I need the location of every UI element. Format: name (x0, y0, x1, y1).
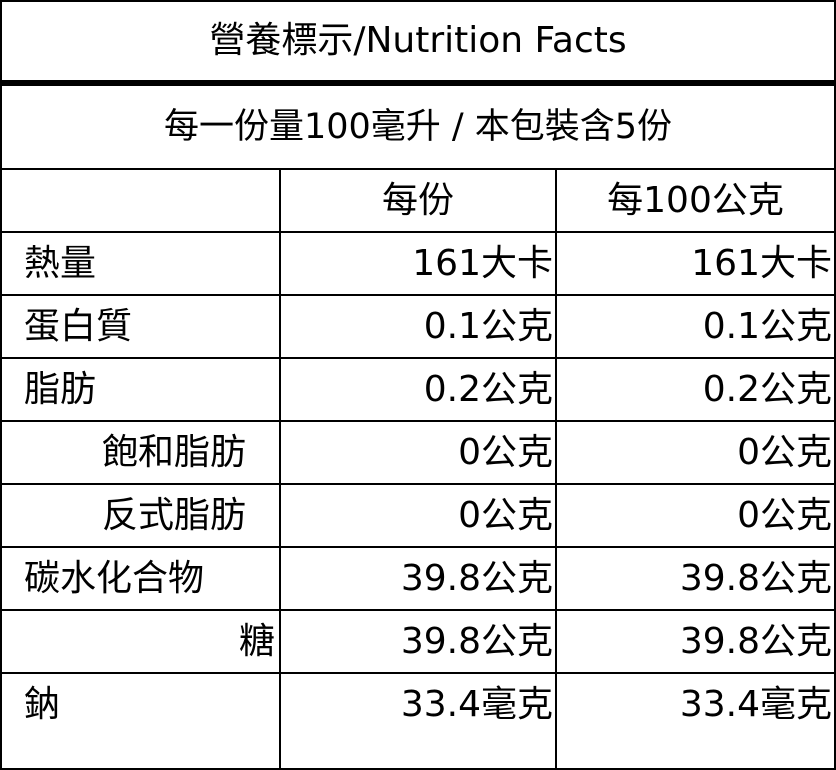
nutrient-value-per-serving: 39.8公克 (400, 620, 553, 662)
nutrient-value-per-100: 0.1公克 (702, 305, 832, 347)
nutrient-value-per-100: 39.8公克 (679, 557, 832, 599)
title-divider (2, 80, 834, 86)
nutrient-value-per-serving: 161大卡 (412, 242, 553, 284)
serving-divider (2, 168, 834, 170)
nutrient-value-per-serving: 0公克 (458, 431, 553, 473)
row-divider (2, 672, 834, 674)
nutrient-name-carbohydrate: 碳水化合物 (24, 557, 205, 599)
nutrient-value-per-serving: 0.1公克 (423, 305, 553, 347)
nutrient-name-sugar: 糖 (238, 620, 275, 662)
row-divider (2, 231, 834, 233)
serving-info: 每一份量100毫升 / 本包裝含5份 (163, 106, 673, 147)
nutrient-value-per-serving: 0.2公克 (423, 368, 553, 410)
row-divider (2, 546, 834, 548)
row-divider (2, 357, 834, 359)
column-divider-1 (279, 168, 281, 770)
row-divider (2, 294, 834, 296)
column-header-name (2, 170, 279, 231)
column-header-per-100: 每100公克 (607, 179, 784, 221)
row-divider (2, 609, 834, 611)
nutrient-value-per-100: 0公克 (737, 494, 832, 536)
nutrient-value-per-100: 39.8公克 (679, 620, 832, 662)
column-header-per-serving: 每份 (381, 179, 454, 221)
nutrient-name-energy: 熱量 (24, 242, 97, 284)
nutrient-value-per-serving: 33.4毫克 (400, 683, 553, 725)
row-divider (2, 483, 834, 485)
nutrient-value-per-serving: 39.8公克 (400, 557, 553, 599)
nutrient-name-trans-fat: 反式脂肪 (102, 494, 247, 536)
nutrient-name-fat: 脂肪 (24, 368, 97, 410)
nutrient-value-per-serving: 0公克 (458, 494, 553, 536)
nutrient-value-per-100: 0公克 (737, 431, 832, 473)
column-divider-2 (555, 168, 557, 770)
nutrient-name-saturated-fat: 飽和脂肪 (102, 431, 247, 473)
nutrient-value-per-100: 0.2公克 (702, 368, 832, 410)
nutrient-value-per-100: 161大卡 (691, 242, 832, 284)
row-divider (2, 420, 834, 422)
nutrient-name-sodium: 鈉 (24, 683, 61, 725)
nutrient-value-per-100: 33.4毫克 (679, 683, 832, 725)
nutrient-name-protein: 蛋白質 (24, 305, 133, 347)
label-title: 營養標示/Nutrition Facts (209, 20, 627, 61)
